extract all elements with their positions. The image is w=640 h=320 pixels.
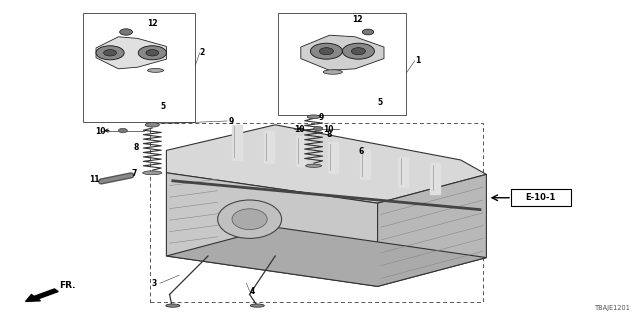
Circle shape bbox=[118, 128, 127, 133]
Circle shape bbox=[138, 46, 166, 60]
Text: 3: 3 bbox=[152, 279, 157, 288]
Polygon shape bbox=[166, 173, 378, 286]
Circle shape bbox=[146, 50, 159, 56]
Polygon shape bbox=[398, 157, 408, 187]
Text: 11: 11 bbox=[90, 175, 100, 184]
Text: 10: 10 bbox=[323, 125, 333, 134]
Circle shape bbox=[342, 43, 374, 59]
Ellipse shape bbox=[250, 304, 264, 307]
Polygon shape bbox=[96, 37, 166, 69]
Ellipse shape bbox=[145, 123, 159, 127]
Text: 1: 1 bbox=[415, 56, 420, 65]
Polygon shape bbox=[232, 125, 242, 160]
Text: 2: 2 bbox=[200, 48, 205, 57]
Bar bbox=[150, 123, 483, 302]
Circle shape bbox=[96, 46, 124, 60]
Bar bbox=[83, 13, 195, 122]
FancyBboxPatch shape bbox=[511, 189, 571, 206]
Ellipse shape bbox=[147, 68, 164, 72]
Text: FR.: FR. bbox=[59, 281, 76, 290]
Polygon shape bbox=[166, 227, 486, 286]
Ellipse shape bbox=[143, 171, 162, 175]
Ellipse shape bbox=[306, 164, 322, 167]
FancyArrow shape bbox=[26, 289, 58, 301]
Text: 5: 5 bbox=[378, 98, 383, 107]
Text: 10: 10 bbox=[95, 127, 105, 136]
Circle shape bbox=[319, 48, 333, 55]
Text: 9: 9 bbox=[228, 117, 234, 126]
Polygon shape bbox=[301, 35, 384, 70]
Circle shape bbox=[104, 50, 116, 56]
Text: 8: 8 bbox=[326, 130, 332, 139]
Text: 10: 10 bbox=[294, 125, 305, 134]
Text: 4: 4 bbox=[250, 287, 255, 296]
Circle shape bbox=[314, 126, 323, 131]
Polygon shape bbox=[296, 136, 306, 166]
Text: 6: 6 bbox=[358, 148, 364, 156]
Ellipse shape bbox=[166, 304, 180, 307]
Ellipse shape bbox=[307, 115, 320, 119]
Circle shape bbox=[362, 29, 374, 35]
Polygon shape bbox=[430, 163, 440, 194]
Circle shape bbox=[310, 43, 342, 59]
Ellipse shape bbox=[218, 200, 282, 238]
Circle shape bbox=[351, 48, 365, 55]
Polygon shape bbox=[166, 125, 486, 203]
Polygon shape bbox=[378, 174, 486, 286]
Ellipse shape bbox=[232, 209, 268, 230]
Polygon shape bbox=[264, 131, 274, 163]
Text: 12: 12 bbox=[147, 20, 157, 28]
Bar bbox=[278, 13, 406, 115]
Text: E-10-1: E-10-1 bbox=[525, 193, 556, 202]
Text: TBAJE1201: TBAJE1201 bbox=[595, 305, 630, 311]
Text: 9: 9 bbox=[319, 113, 324, 122]
Text: 12: 12 bbox=[352, 15, 362, 24]
Ellipse shape bbox=[323, 70, 342, 74]
Polygon shape bbox=[360, 149, 370, 179]
Text: 5: 5 bbox=[160, 102, 165, 111]
Polygon shape bbox=[328, 142, 338, 173]
Text: 8: 8 bbox=[133, 143, 138, 152]
Text: 7: 7 bbox=[131, 169, 136, 178]
Circle shape bbox=[120, 29, 132, 35]
